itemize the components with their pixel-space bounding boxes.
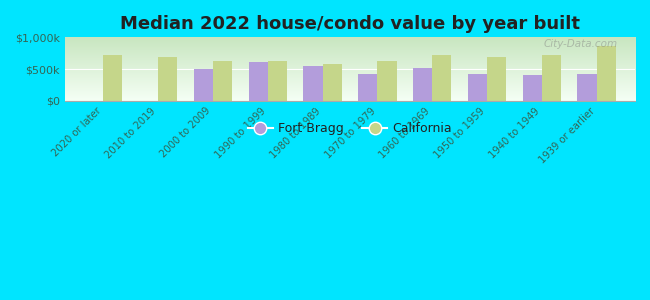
Bar — [577, 74, 597, 101]
Bar — [378, 61, 396, 101]
Bar — [158, 57, 177, 101]
Text: City-Data.com: City-Data.com — [544, 39, 618, 49]
Bar — [322, 64, 342, 101]
Bar — [358, 74, 378, 101]
Bar — [523, 74, 542, 101]
Bar — [413, 68, 432, 101]
Title: Median 2022 house/condo value by year built: Median 2022 house/condo value by year bu… — [120, 15, 580, 33]
Bar — [268, 61, 287, 101]
Bar — [432, 55, 451, 101]
Bar — [194, 69, 213, 101]
Legend: Fort Bragg, California: Fort Bragg, California — [243, 118, 457, 140]
Bar — [103, 55, 122, 101]
Bar — [597, 46, 616, 101]
Bar — [542, 56, 561, 101]
Bar — [487, 57, 506, 101]
Bar — [213, 61, 232, 101]
Bar — [304, 66, 322, 101]
Bar — [468, 74, 487, 101]
Bar — [248, 61, 268, 101]
